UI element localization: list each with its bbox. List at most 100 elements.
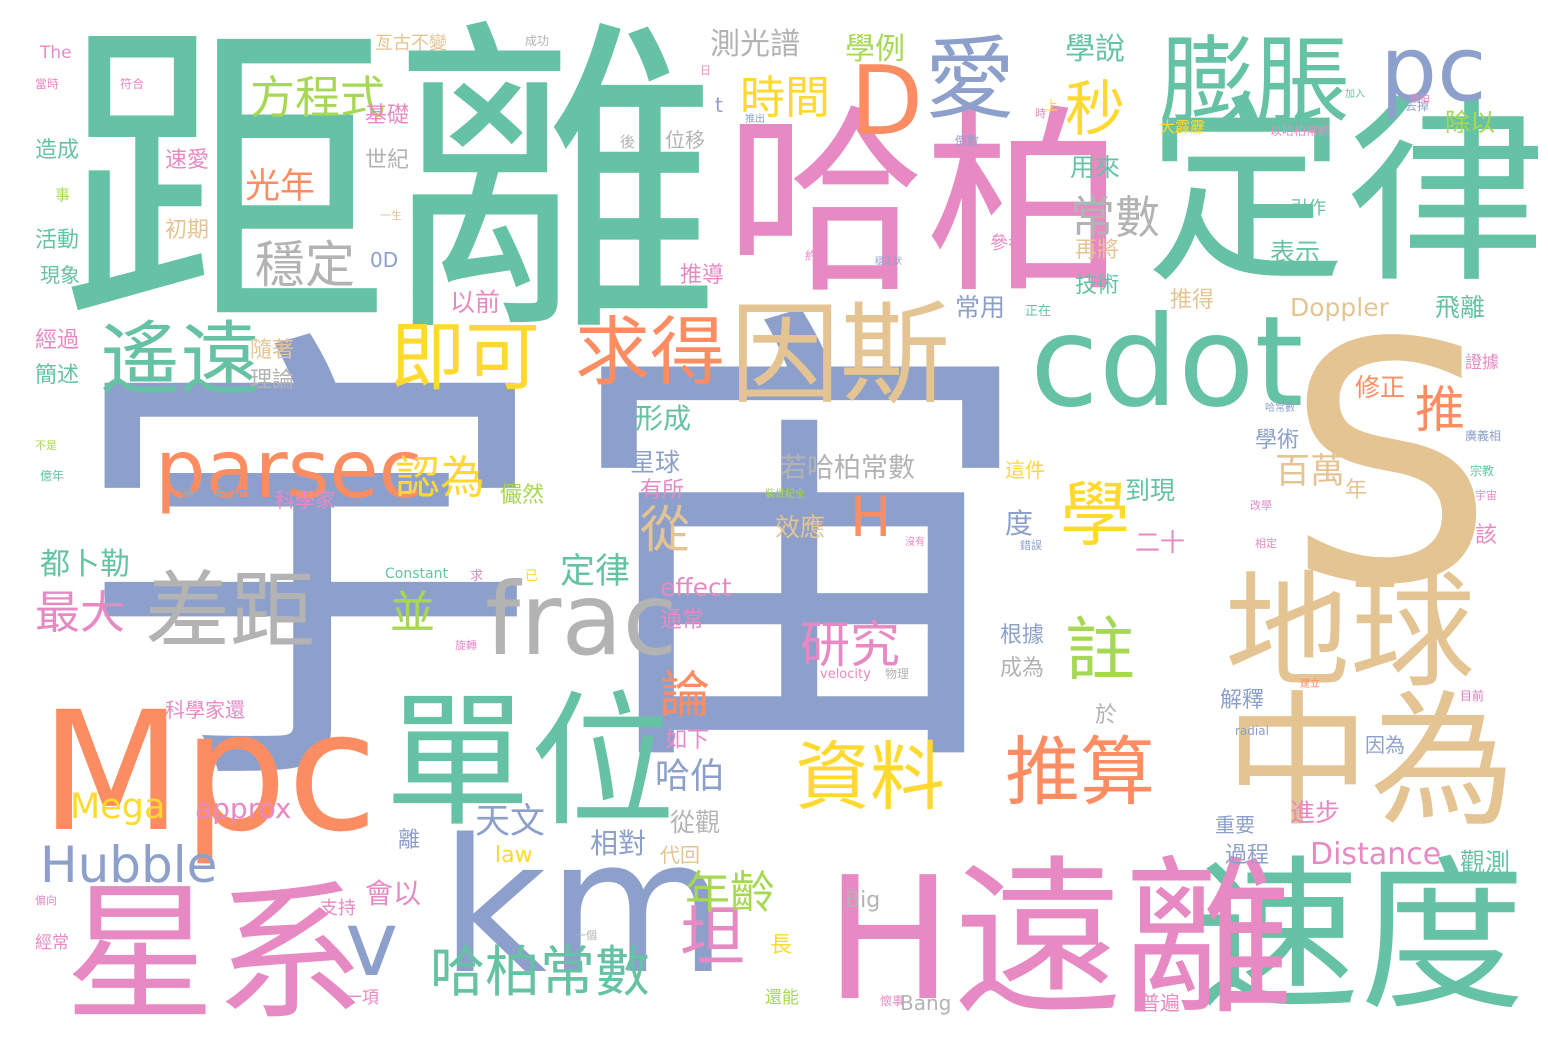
cloud-word: 到現 (1125, 476, 1176, 505)
cloud-word: 還能 (765, 988, 799, 1008)
cloud-word: 定律 (1145, 78, 1546, 311)
cloud-word: The (40, 43, 72, 63)
cloud-word: 成功 (525, 34, 550, 48)
cloud-word: 經過 (35, 328, 80, 353)
cloud-word: 參考 (990, 233, 1026, 254)
cloud-word: 推算 (1005, 728, 1156, 816)
cloud-word: 一生 (380, 209, 402, 222)
cloud-word: 觀察到紅 (180, 488, 248, 508)
cloud-word: 裝世紀全 (765, 489, 805, 500)
cloud-word: v (345, 892, 399, 997)
cloud-word: 若哈柏常數 (780, 453, 915, 484)
cloud-word: 遙遠 (100, 313, 260, 406)
cloud-word: 常數 (1070, 191, 1161, 244)
cloud-word: 修正 (1355, 373, 1406, 402)
cloud-word: 加入 (1345, 89, 1365, 100)
cloud-word: 相定 (1255, 537, 1277, 550)
cloud-word: pc (1380, 17, 1487, 122)
cloud-word: 穩定狀 (875, 257, 903, 267)
cloud-word: 當時 (35, 77, 60, 91)
cloud-word: D (850, 47, 924, 157)
cloud-word: 現象 (40, 263, 80, 287)
cloud-word: 有所 (640, 478, 685, 503)
cloud-word: effect (660, 573, 732, 602)
cloud-word: 以前 (450, 288, 501, 317)
cloud-word: 懷事 (880, 994, 905, 1008)
cloud-word: 地球 (1225, 560, 1475, 705)
cloud-word: 求得 (575, 308, 726, 396)
cloud-word: 用來 (1070, 153, 1121, 182)
cloud-word: 因斯 (730, 291, 950, 419)
cloud-word: 巨引 (1095, 997, 1115, 1008)
cloud-word: 改學 (1250, 499, 1272, 512)
cloud-word: km (440, 799, 728, 1015)
cloud-word: 沒有 (905, 537, 925, 548)
cloud-word: S (1285, 273, 1495, 657)
cloud-word: 符合 (120, 77, 145, 91)
cloud-word: 亙古不變 (375, 33, 447, 54)
cloud-word: 推得 (1170, 288, 1215, 313)
cloud-word: 經常 (35, 933, 69, 953)
cloud-word: 研究 (800, 616, 900, 674)
cloud-word: 上 (1045, 99, 1059, 114)
cloud-word: 哈柏常數 (430, 940, 651, 1004)
cloud-word: H遠離 (825, 841, 1293, 1039)
cloud-word: 大霹靂 (1160, 118, 1206, 136)
cloud-word: Big (845, 888, 881, 913)
cloud-word: 該 (1475, 523, 1498, 548)
cloud-word: 隨著 (250, 338, 295, 363)
cloud-word: 簡述 (35, 363, 80, 388)
cloud-word: 偏向 (35, 894, 57, 907)
cloud-word: 二十 (1135, 528, 1186, 557)
cloud-word: 重要 (1215, 813, 1255, 837)
cloud-word: 論 (660, 666, 710, 724)
cloud-word: approx (195, 792, 292, 825)
cloud-word: 普遍 (1140, 991, 1180, 1015)
cloud-word: 求 (470, 569, 484, 584)
cloud-word: 學說 (1065, 32, 1125, 67)
cloud-word: 學例 (845, 32, 905, 67)
cloud-word: 活動 (35, 228, 80, 253)
cloud-word: 天文 (475, 802, 546, 842)
cloud-word: 認為 (395, 451, 486, 504)
cloud-word: 技術 (1075, 273, 1120, 298)
cloud-word: 星球 (630, 448, 681, 477)
cloud-word: Distance (1310, 837, 1442, 872)
cloud-word: 除以 (1445, 108, 1496, 137)
cloud-word: 宙 (560, 270, 1040, 829)
cloud-word: 都卜勒 (40, 547, 130, 582)
cloud-word: Mpc (40, 676, 378, 868)
cloud-word: 目前 (1460, 689, 1485, 703)
cloud-word: 定律 (560, 552, 631, 592)
cloud-word: 並 (390, 586, 436, 639)
cloud-word: 去掉 (1405, 99, 1430, 113)
cloud-word: 星系 (65, 868, 366, 1042)
cloud-word: 即可 (390, 313, 541, 401)
cloud-word: 宇 (70, 290, 550, 849)
cloud-word: 正在 (1025, 304, 1052, 319)
cloud-word: 科學家還 (165, 698, 245, 722)
cloud-word: 世紀 (365, 148, 410, 173)
cloud-word: 支持 (320, 898, 356, 919)
cloud-word: 如下 (665, 728, 710, 753)
cloud-word: 物理 (885, 667, 910, 681)
cloud-word: 從 (640, 501, 690, 559)
cloud-word: 哈伯 (655, 757, 726, 797)
cloud-word: 以哈柏常數 (1270, 124, 1331, 138)
cloud-word: Doppler (1290, 293, 1389, 322)
cloud-word: 會以 (365, 877, 422, 910)
cloud-word: 證據 (1465, 353, 1499, 373)
cloud-word: 推出 (745, 114, 765, 125)
cloud-word: 單位 (385, 678, 675, 847)
cloud-word: 飛離 (1435, 293, 1486, 322)
cloud-word: 哈柏 (725, 88, 1126, 321)
cloud-word: 解釋 (1220, 688, 1265, 713)
cloud-word: parsec (155, 423, 423, 516)
cloud-word: 根據 (1000, 623, 1045, 648)
cloud-word: 距離 (60, 0, 720, 377)
cloud-word: 愛 (925, 27, 1015, 132)
cloud-word: 宇宙 (1475, 489, 1497, 502)
cloud-word: 效應 (775, 513, 826, 542)
cloud-word: 推 (1415, 381, 1465, 439)
